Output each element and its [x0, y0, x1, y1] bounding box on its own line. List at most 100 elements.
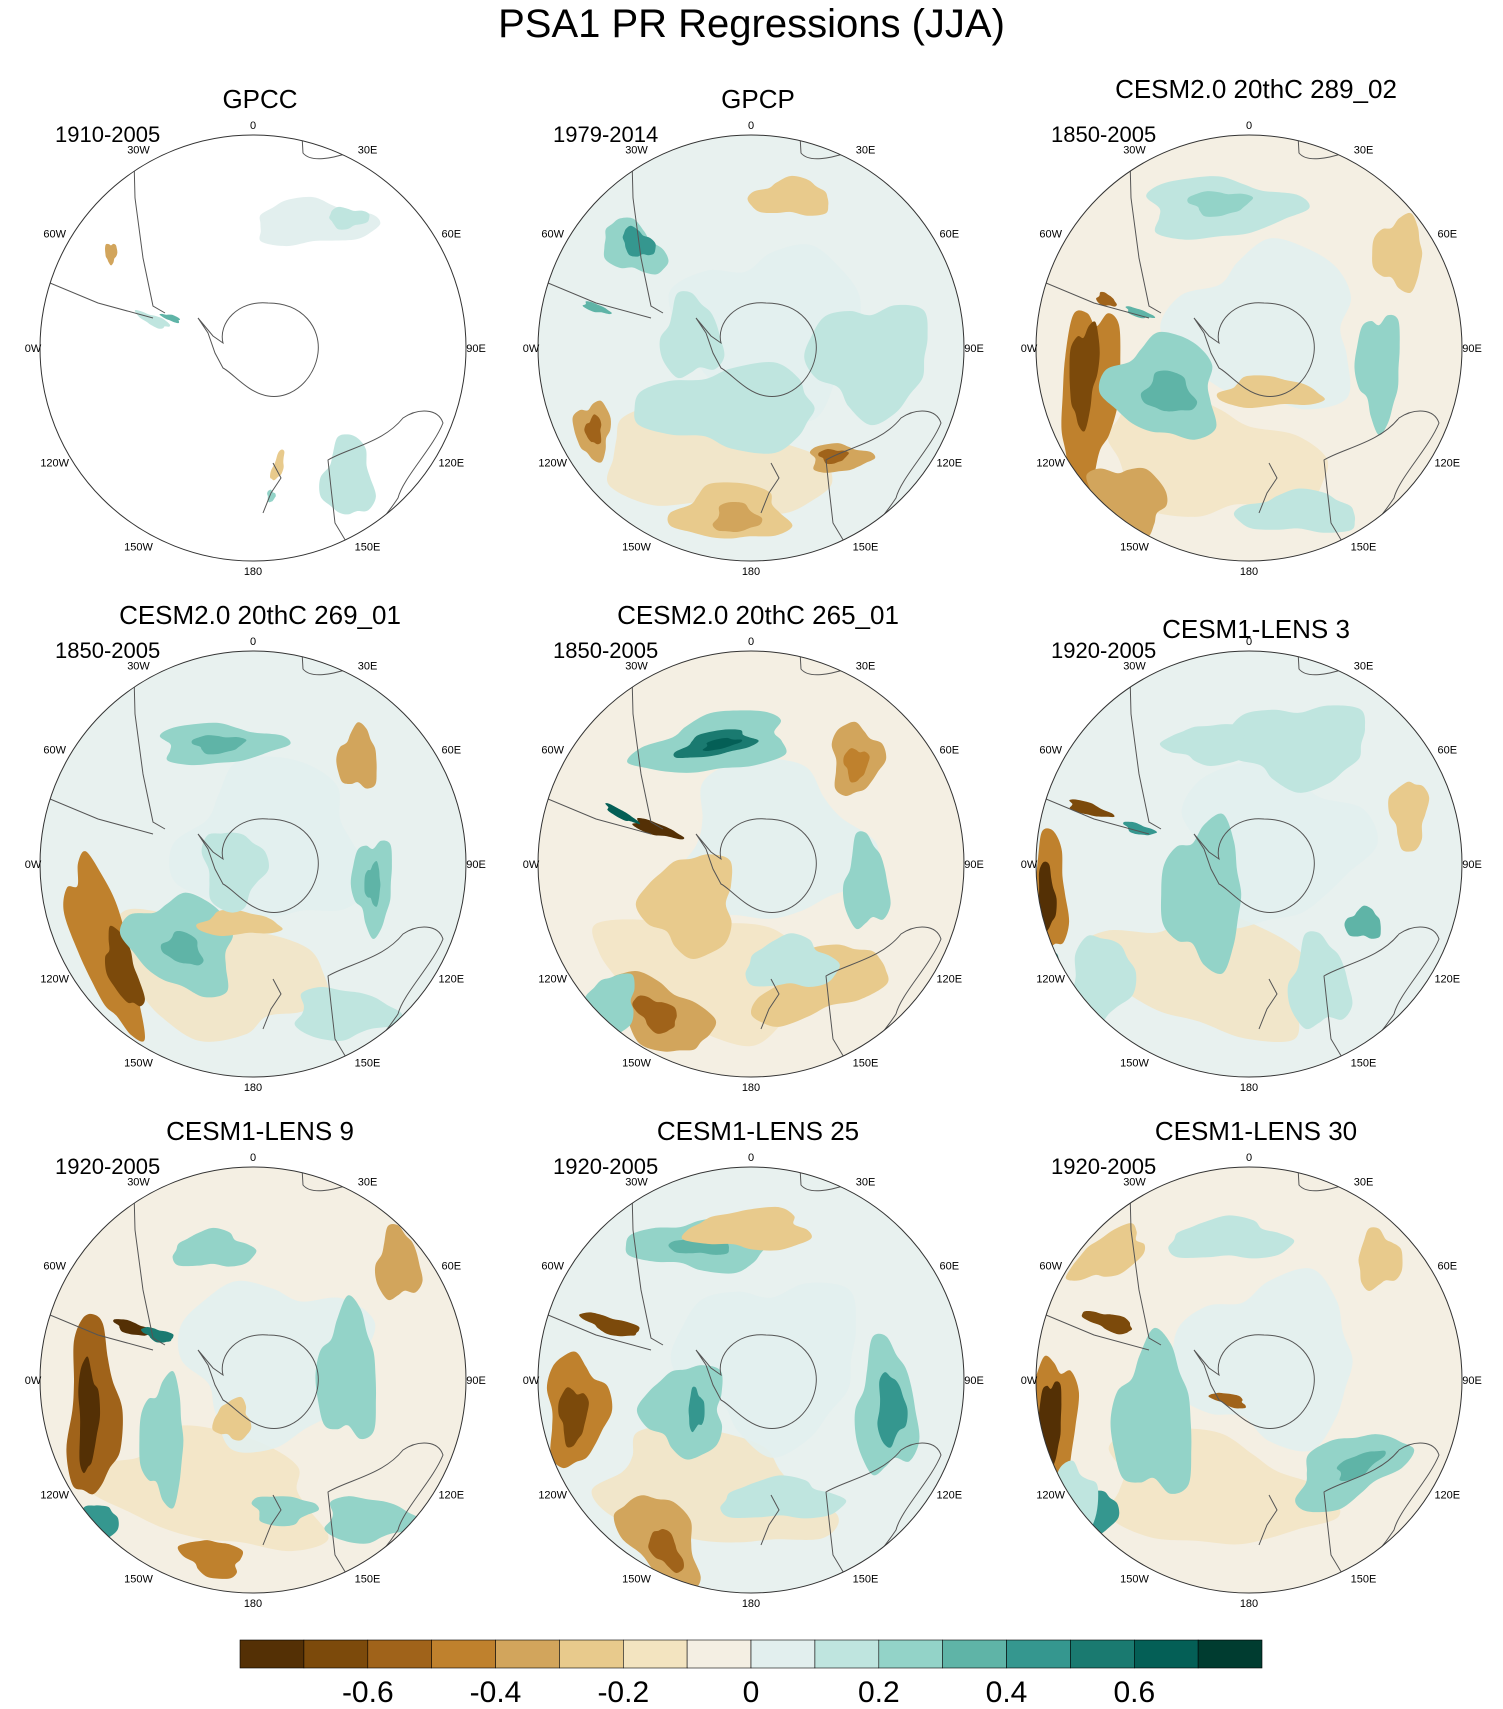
contour-region — [267, 489, 276, 503]
longitude-label: 30E — [1354, 1177, 1374, 1189]
new-zealand-outline — [1258, 978, 1278, 1030]
panel-title: CESM1-LENS 25 — [656, 1116, 860, 1146]
panel-title: GPCP — [721, 84, 795, 114]
longitude-label: 150E — [853, 541, 879, 553]
longitude-label: 120W — [538, 1490, 567, 1502]
contour-region — [745, 933, 840, 988]
contour-region — [1287, 931, 1353, 1030]
longitude-label: 0 — [250, 120, 256, 132]
longitude-label: 90E — [964, 1375, 984, 1387]
longitude-label: 150W — [1120, 1573, 1149, 1585]
longitude-label: 150E — [355, 1057, 381, 1069]
longitude-label: 90W — [523, 859, 540, 871]
longitude-label: 30W — [625, 661, 648, 673]
contour-region — [659, 291, 725, 379]
colorbar-swatch — [495, 1639, 560, 1669]
contour-region — [319, 434, 376, 515]
contour-region — [1096, 291, 1117, 307]
map-border — [39, 650, 467, 1078]
south-america-outline — [1128, 1167, 1162, 1346]
longitude-label: 150W — [622, 541, 651, 553]
contour-region — [177, 1540, 244, 1579]
contour-region — [1187, 191, 1254, 217]
panel-period: 1979-2014 — [553, 122, 659, 147]
longitude-label: 90W — [1021, 859, 1038, 871]
new-zealand-outline — [262, 978, 282, 1030]
contour-region — [270, 449, 285, 481]
contour-region — [843, 748, 870, 783]
longitude-label: 90W — [25, 343, 42, 355]
polar-map: 0 30E 60E 90E 120E 150E 180 150W 120W 90W 60W 30W — [25, 120, 486, 578]
longitude-label: 30W — [1123, 661, 1146, 673]
longitude-label: 120W — [1036, 1490, 1065, 1502]
colorbar-tick-label: -0.4 — [470, 1676, 522, 1709]
colorbar-swatch — [750, 1639, 816, 1669]
longitude-label: 60E — [1438, 1261, 1458, 1273]
map-border — [1035, 134, 1463, 562]
map-panel: 0 30E 60E 90E 120E 150E 180 150W 120W 90W 60W 30W C… — [25, 596, 495, 1096]
contour-region — [1358, 1227, 1403, 1292]
longitude-label: 30E — [358, 1177, 378, 1189]
map-panel: 0 30E 60E 90E 120E 150E 180 150W 120W 90W 60W 30W G… — [25, 80, 495, 580]
longitude-label: 120W — [40, 974, 69, 986]
map-border — [39, 1166, 467, 1594]
polar-map: 0 30E 60E 90E 120E 150E 180 150W 120W 90W 60W 30W — [1021, 120, 1482, 578]
longitude-label: 120E — [1434, 974, 1460, 986]
longitude-label: 30E — [1354, 145, 1374, 157]
contour-region — [702, 737, 743, 752]
contour-region — [1354, 314, 1400, 436]
coastline — [40, 277, 154, 319]
contour-region — [1069, 321, 1100, 432]
map-panel: 0 30E 60E 90E 120E 150E 180 150W 120W 90W 60W 30W G… — [523, 80, 993, 580]
contour-region — [259, 196, 381, 247]
longitude-label: 180 — [742, 1082, 760, 1094]
contour-region — [1123, 821, 1158, 836]
longitude-label: 60E — [442, 229, 462, 241]
longitude-label: 180 — [244, 566, 262, 578]
panel-title: CESM1-LENS 3 — [1162, 614, 1350, 644]
longitude-label: 120E — [1434, 1490, 1460, 1502]
panel-period: 1920-2005 — [55, 1154, 161, 1179]
contour-region — [159, 313, 181, 324]
map-border — [537, 134, 965, 562]
longitude-label: 60W — [43, 745, 66, 757]
panel-period: 1910-2005 — [55, 122, 161, 147]
longitude-label: 60W — [541, 1261, 564, 1273]
longitude-label: 120E — [438, 974, 464, 986]
contour-region — [212, 1396, 252, 1441]
contour-region — [191, 735, 247, 755]
contour-region — [1208, 1392, 1246, 1409]
longitude-label: 60E — [940, 745, 960, 757]
colorbar-swatch — [686, 1639, 752, 1669]
contour-region — [1168, 1215, 1295, 1259]
contour-region — [1086, 467, 1168, 538]
contour-region — [1110, 1327, 1192, 1494]
longitude-label: 180 — [244, 1598, 262, 1610]
contour-region — [558, 1387, 589, 1448]
new-zealand-outline — [760, 1494, 780, 1546]
antarctica-outline — [695, 1334, 817, 1429]
colorbar-swatch — [878, 1639, 943, 1669]
panel-title: CESM1-LENS 30 — [1154, 1116, 1358, 1146]
longitude-label: 150W — [124, 1573, 153, 1585]
longitude-label: 150W — [124, 1057, 153, 1069]
contour-region — [681, 1206, 812, 1251]
coastline — [538, 277, 652, 319]
contour-region — [804, 304, 928, 426]
longitude-label: 90E — [1462, 343, 1482, 355]
map-panel: 0 30E 60E 90E 120E 150E 180 150W 120W 90W 60W 30W C… — [1021, 596, 1491, 1096]
contour-region — [1069, 799, 1115, 818]
longitude-label: 150E — [355, 541, 381, 553]
colorbar-swatch — [431, 1639, 496, 1669]
south-america-outline — [132, 135, 166, 314]
contour-region — [1344, 905, 1381, 939]
new-zealand-outline — [1258, 1494, 1278, 1546]
contour-region — [1159, 724, 1246, 766]
antarctica-outline — [1193, 302, 1315, 397]
antarctica-outline — [695, 302, 817, 397]
colorbar-tick-label: 0.6 — [1113, 1676, 1155, 1709]
longitude-label: 150E — [1351, 541, 1377, 553]
panel-period: 1850-2005 — [1051, 122, 1157, 147]
figure-title: PSA1 PR Regressions (JJA) — [498, 2, 1005, 46]
south-america-outline — [132, 651, 166, 830]
